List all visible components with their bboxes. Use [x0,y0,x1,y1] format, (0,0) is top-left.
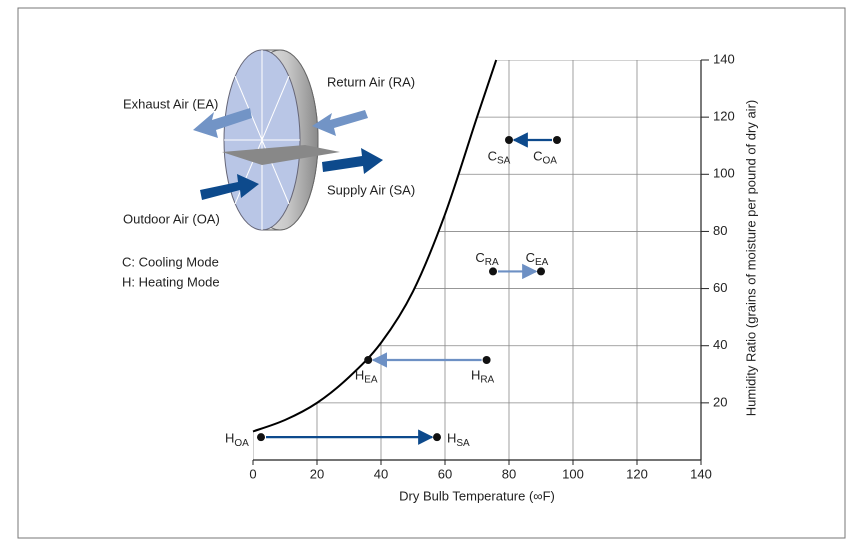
point-label: C [533,148,542,163]
wheel-illustration [193,49,383,231]
saturation-curve [252,59,498,433]
state-point [505,136,513,144]
x-tick-label: 20 [310,466,324,481]
state-point [364,356,373,364]
y-tick-label: 140 [713,51,735,66]
x-axis-label: Dry Bulb Temperature (∞F) [399,488,555,503]
x-tick-label: 40 [374,466,388,481]
point-label: H [447,431,456,446]
diagram-label: Exhaust Air (EA) [123,96,218,111]
state-point [257,433,265,442]
point-label: H [355,367,364,382]
state-point [433,433,441,442]
frame [17,7,846,539]
point-label-sub: SA [456,438,470,449]
y-tick-label: 60 [713,280,727,295]
point-label: C [526,250,535,265]
point-label-sub: EA [535,257,549,268]
x-tick-label: 60 [438,466,452,481]
y-tick-label: 100 [713,166,735,181]
point-label: H [471,367,480,382]
point-label-sub: RA [480,375,494,386]
state-point [482,356,491,364]
x-tick-label: 140 [690,466,712,481]
x-tick-label: 100 [562,466,584,481]
diagram-label: Supply Air (SA) [327,182,415,197]
x-tick-label: 0 [249,466,256,481]
y-tick-label: 120 [713,109,735,124]
y-tick-label: 40 [713,337,727,352]
point-label: C [475,250,484,265]
state-point [489,267,497,276]
x-tick-label: 120 [626,466,648,481]
x-tick-label: 80 [502,466,516,481]
point-label-sub: OA [234,438,249,449]
point-label-sub: SA [497,156,511,167]
diagram-label: Outdoor Air (OA) [123,211,220,226]
y-axis-label: Humidity Ratio (grains of moisture per p… [743,100,758,416]
point-label-sub: RA [485,257,499,268]
point-label: C [488,148,497,163]
point-label: H [225,431,234,446]
point-label-sub: EA [364,375,378,386]
mode-note: C: Cooling Mode [122,254,219,269]
mode-note: H: Heating Mode [122,274,220,289]
point-label-sub: OA [542,156,557,167]
state-point [537,267,545,276]
y-tick-label: 20 [713,394,727,409]
y-tick-label: 80 [713,223,727,238]
state-point [553,136,561,144]
diagram-label: Return Air (RA) [327,74,415,89]
